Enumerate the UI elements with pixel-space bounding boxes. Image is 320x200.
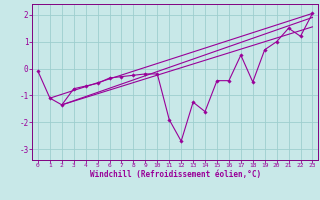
X-axis label: Windchill (Refroidissement éolien,°C): Windchill (Refroidissement éolien,°C): [90, 170, 261, 179]
